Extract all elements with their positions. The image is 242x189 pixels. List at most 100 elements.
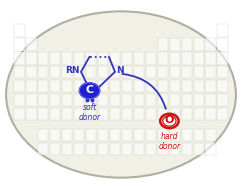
Bar: [146, 52, 156, 65]
Bar: [74, 143, 84, 155]
Bar: [86, 52, 96, 65]
Bar: [26, 52, 37, 65]
Bar: [134, 94, 144, 106]
Bar: [205, 52, 216, 65]
Bar: [218, 52, 228, 65]
Bar: [62, 94, 72, 106]
Bar: [98, 52, 108, 65]
Bar: [38, 143, 48, 155]
Bar: [158, 108, 168, 120]
Bar: [62, 129, 72, 141]
Text: soft
donor: soft donor: [78, 103, 101, 122]
Bar: [146, 80, 156, 92]
Bar: [122, 129, 132, 141]
Bar: [122, 143, 132, 155]
Bar: [86, 66, 96, 78]
Bar: [182, 129, 192, 141]
Ellipse shape: [6, 11, 236, 178]
Text: O: O: [165, 115, 174, 125]
Bar: [218, 108, 228, 120]
Bar: [194, 80, 204, 92]
Bar: [170, 108, 180, 120]
Bar: [98, 143, 108, 155]
Bar: [74, 52, 84, 65]
Bar: [122, 94, 132, 106]
Text: RN: RN: [65, 66, 80, 75]
Bar: [194, 94, 204, 106]
Bar: [205, 38, 216, 51]
Bar: [182, 108, 192, 120]
Bar: [218, 66, 228, 78]
Bar: [122, 66, 132, 78]
Bar: [14, 52, 24, 65]
Bar: [38, 80, 48, 92]
Bar: [14, 108, 24, 120]
Bar: [218, 94, 228, 106]
Bar: [38, 66, 48, 78]
Bar: [62, 52, 72, 65]
Bar: [134, 52, 144, 65]
Bar: [182, 80, 192, 92]
Bar: [14, 80, 24, 92]
Bar: [158, 38, 168, 51]
Bar: [158, 143, 168, 155]
Bar: [158, 129, 168, 141]
Bar: [205, 80, 216, 92]
Bar: [170, 52, 180, 65]
Bar: [170, 38, 180, 51]
Bar: [14, 66, 24, 78]
Bar: [122, 52, 132, 65]
Bar: [74, 94, 84, 106]
Bar: [146, 66, 156, 78]
Circle shape: [79, 83, 100, 99]
Bar: [194, 129, 204, 141]
Bar: [62, 80, 72, 92]
Bar: [38, 52, 48, 65]
Bar: [218, 38, 228, 51]
Bar: [110, 129, 120, 141]
Bar: [182, 66, 192, 78]
Bar: [50, 52, 60, 65]
Bar: [98, 94, 108, 106]
Bar: [146, 129, 156, 141]
Bar: [74, 80, 84, 92]
Bar: [158, 80, 168, 92]
Bar: [98, 80, 108, 92]
Bar: [134, 80, 144, 92]
Bar: [170, 94, 180, 106]
Bar: [62, 66, 72, 78]
Bar: [38, 129, 48, 141]
Bar: [14, 94, 24, 106]
Bar: [146, 108, 156, 120]
Bar: [134, 143, 144, 155]
Bar: [86, 94, 96, 106]
Circle shape: [163, 116, 176, 126]
Text: C: C: [85, 85, 94, 95]
Bar: [110, 80, 120, 92]
Text: N: N: [116, 66, 123, 75]
Bar: [194, 52, 204, 65]
Bar: [14, 24, 24, 37]
Bar: [50, 143, 60, 155]
Bar: [26, 108, 37, 120]
Bar: [86, 108, 96, 120]
Bar: [170, 143, 180, 155]
Bar: [146, 94, 156, 106]
Bar: [146, 143, 156, 155]
Bar: [205, 143, 216, 155]
Bar: [50, 129, 60, 141]
Bar: [194, 66, 204, 78]
Bar: [110, 66, 120, 78]
Bar: [98, 129, 108, 141]
Bar: [98, 66, 108, 78]
Bar: [50, 94, 60, 106]
Bar: [26, 38, 37, 51]
Bar: [205, 94, 216, 106]
Bar: [50, 80, 60, 92]
Bar: [218, 24, 228, 37]
Bar: [170, 129, 180, 141]
Bar: [86, 143, 96, 155]
Bar: [158, 66, 168, 78]
Bar: [158, 52, 168, 65]
Bar: [194, 38, 204, 51]
